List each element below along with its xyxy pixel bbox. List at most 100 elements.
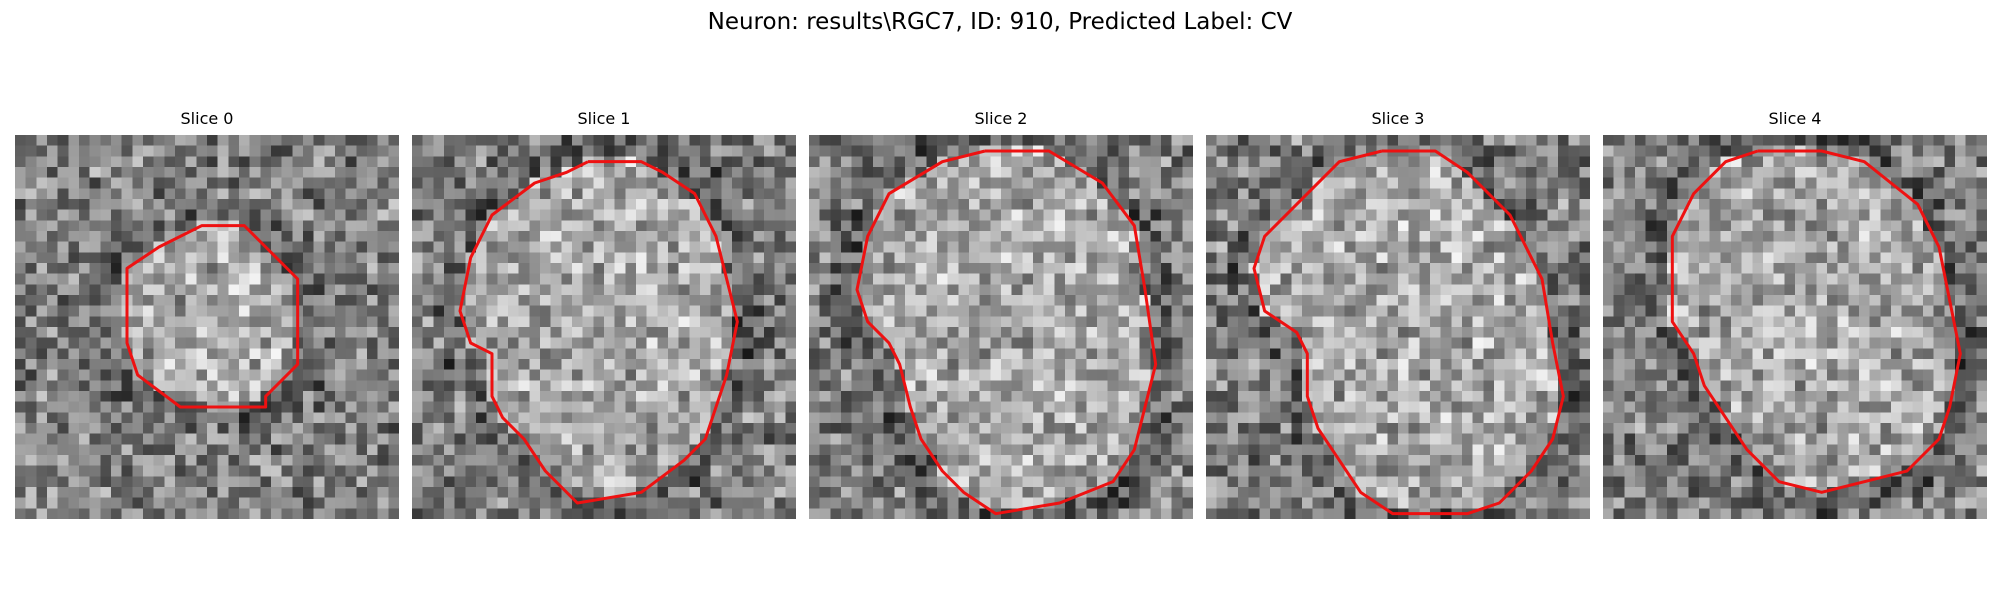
pixel: [1323, 263, 1335, 274]
pixel: [1376, 263, 1388, 274]
pixel: [1387, 305, 1399, 317]
pixel: [657, 327, 669, 338]
pixel: [614, 316, 626, 328]
pixel: [1376, 433, 1388, 445]
pixel: [561, 273, 573, 285]
pixel: [1291, 359, 1303, 370]
pixel: [1536, 284, 1548, 296]
pixel: [841, 391, 852, 402]
pixel: [1568, 188, 1580, 200]
pixel: [367, 359, 378, 370]
pixel: [1515, 337, 1527, 349]
pixel: [1366, 359, 1377, 370]
pixel: [153, 188, 165, 200]
pixel: [732, 220, 743, 232]
pixel: [324, 487, 336, 498]
pixel: [1065, 135, 1076, 146]
pixel: [1291, 369, 1303, 381]
pixel: [1182, 455, 1193, 466]
pixel: [1515, 391, 1527, 402]
pixel: [164, 391, 176, 402]
pixel: [732, 476, 743, 488]
pixel: [1043, 316, 1055, 328]
pixel: [1323, 444, 1335, 456]
pixel: [753, 412, 765, 424]
pixel: [508, 487, 519, 498]
pixel: [324, 337, 336, 349]
pixel: [345, 348, 357, 360]
pixel: [830, 220, 842, 232]
pixel: [271, 337, 282, 349]
pixel: [593, 455, 605, 466]
pixel: [121, 391, 133, 402]
pixel: [153, 177, 165, 189]
pixel: [774, 369, 786, 381]
pixel: [518, 231, 530, 242]
pixel: [1334, 401, 1345, 413]
pixel: [1270, 327, 1281, 338]
pixel: [1312, 273, 1324, 285]
pixel: [689, 263, 701, 274]
pixel: [1312, 348, 1324, 360]
pixel: [1086, 327, 1098, 338]
pixel: [100, 231, 112, 242]
pixel: [175, 284, 186, 296]
pixel: [851, 444, 863, 456]
pixel: [143, 455, 154, 466]
pixel: [377, 241, 389, 253]
pixel: [742, 465, 754, 477]
pixel: [969, 305, 980, 317]
pixel: [572, 508, 583, 519]
pixel: [1118, 145, 1130, 157]
pixel: [100, 167, 112, 178]
pixel: [185, 284, 197, 296]
pixel: [47, 423, 58, 434]
pixel: [486, 487, 498, 498]
pixel: [175, 359, 186, 370]
pixel: [1398, 231, 1409, 242]
pixel: [1065, 369, 1076, 381]
pixel: [550, 327, 562, 338]
pixel: [785, 284, 796, 296]
pixel: [1011, 284, 1023, 296]
pixel: [518, 444, 530, 456]
pixel: [433, 241, 445, 253]
pixel: [412, 391, 423, 402]
pixel: [143, 177, 154, 189]
pixel: [228, 188, 240, 200]
pixel: [678, 423, 690, 434]
pixel: [883, 241, 895, 253]
slice-title: Slice 2: [974, 109, 1028, 128]
pixel: [915, 359, 927, 370]
pixel: [540, 135, 551, 146]
pixel: [486, 327, 498, 338]
pixel: [550, 263, 562, 274]
pixel: [1206, 252, 1217, 264]
pixel: [540, 145, 551, 157]
pixel: [313, 295, 325, 306]
pixel: [862, 412, 874, 424]
pixel: [604, 423, 615, 434]
pixel: [228, 433, 240, 445]
pixel: [1387, 199, 1399, 210]
pixel: [508, 412, 519, 424]
pixel: [1107, 508, 1119, 519]
pixel: [1323, 199, 1335, 210]
pixel: [1579, 369, 1590, 381]
pixel: [1408, 348, 1420, 360]
pixel: [454, 284, 466, 296]
pixel: [1366, 316, 1377, 328]
pixel: [1536, 359, 1548, 370]
pixel: [710, 177, 722, 189]
pixel: [894, 337, 906, 349]
pixel: [625, 241, 637, 253]
pixel: [1558, 348, 1569, 360]
pixel: [1430, 401, 1441, 413]
pixel: [303, 188, 314, 200]
pixel: [1118, 167, 1130, 178]
pixel: [1526, 241, 1537, 253]
pixel: [207, 476, 218, 488]
pixel: [313, 241, 325, 253]
pixel: [1302, 412, 1313, 424]
pixel: [356, 433, 368, 445]
